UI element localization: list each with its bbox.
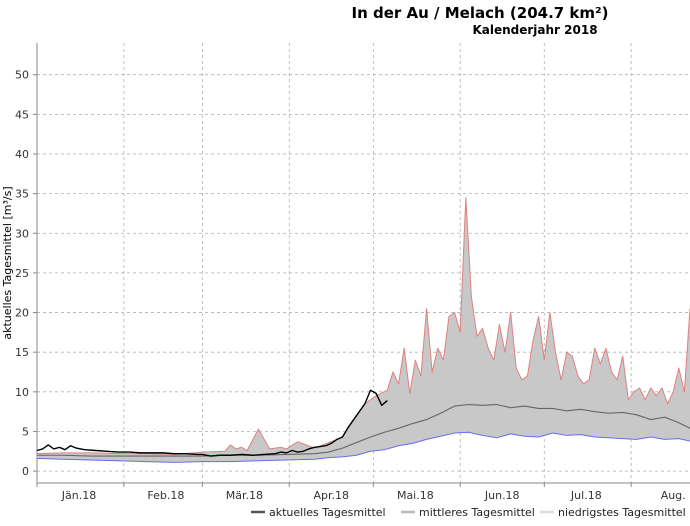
y-tick-label: 5 [22,425,29,438]
y-tick-label: 10 [15,386,29,399]
y-tick-label: 40 [15,148,29,161]
series-line-low [36,431,690,463]
x-tick-label: Mär.18 [226,489,263,502]
legend-label: niedrigstes Tagesmittel [558,506,686,519]
legend-label: aktuelles Tagesmittel [269,506,386,519]
x-tick-label: Apr.18 [314,489,350,502]
x-tick-label: Mai.18 [397,489,434,502]
y-tick-label: 15 [15,346,29,359]
y-axis-label: aktuelles Tagesmittel [m³/s] [1,186,14,339]
y-tick-label: 25 [15,267,29,280]
x-tick-label: Jul.18 [570,489,602,502]
y-tick-label: 35 [15,188,29,201]
x-tick-label: Feb.18 [147,489,184,502]
range-band [37,197,690,463]
y-tick-label: 0 [22,465,29,478]
chart-subtitle: Kalenderjahr 2018 [472,23,598,37]
x-tick-label: Jän.18 [61,489,96,502]
x-tick-label: Aug. [661,489,686,502]
x-tick-label: Jun.18 [484,489,520,502]
series-line-high [36,197,690,455]
legend-label: mittleres Tagesmittel [419,506,535,519]
series-line-current [36,389,388,457]
y-tick-label: 50 [15,69,29,82]
y-tick-label: 45 [15,108,29,121]
chart-title: In der Au / Melach (204.7 km²) [351,4,609,22]
y-tick-label: 30 [15,227,29,240]
y-tick-label: 20 [15,307,29,320]
